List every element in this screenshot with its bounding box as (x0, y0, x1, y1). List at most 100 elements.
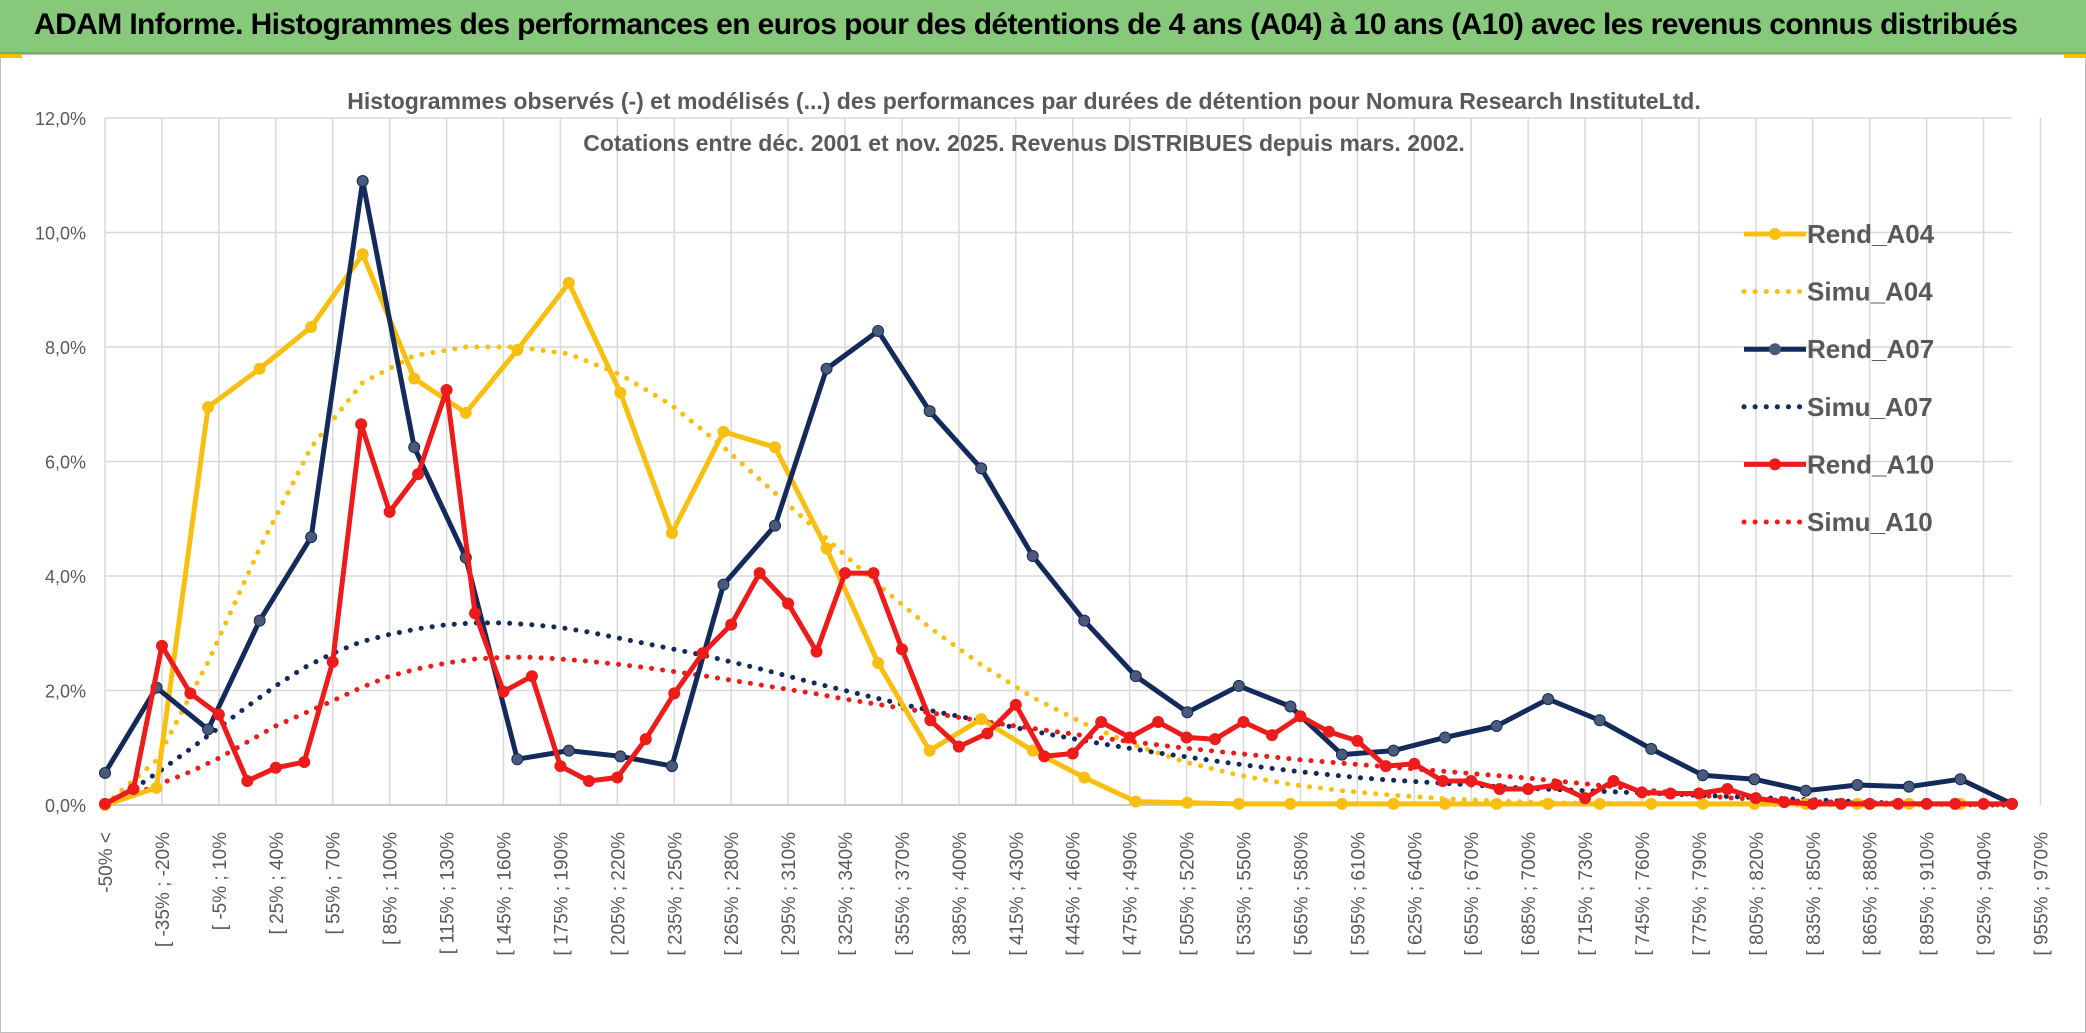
x-tick-label: [ 955% ; 970% (2031, 832, 2052, 956)
x-tick-label: [ -5% ; 10% (210, 832, 231, 930)
data-point (1387, 744, 1400, 757)
x-tick-label: [ 25% ; 40% (267, 832, 288, 935)
data-point (1522, 782, 1535, 795)
data-point (562, 744, 575, 757)
y-tick-label: 2,0% (45, 682, 86, 702)
data-point (1542, 797, 1555, 810)
data-point (150, 781, 163, 794)
data-point (1387, 797, 1400, 810)
legend-item-Rend_A04: Rend_A04 (1744, 219, 1935, 249)
data-point (184, 687, 197, 700)
data-point (1078, 614, 1091, 627)
data-point (952, 740, 965, 753)
data-point (355, 418, 368, 431)
x-tick-label: [ 145% ; 160% (494, 832, 515, 956)
x-tick-label: [ 595% ; 610% (1348, 832, 1369, 956)
chart-title: Histogrammes observés (-) et modélisés (… (347, 88, 1701, 114)
series-line (103, 387, 2012, 807)
data-point (1436, 774, 1449, 787)
data-point (582, 774, 595, 787)
x-tick-label: [ 385% ; 400% (950, 832, 971, 956)
x-tick-label: [ 805% ; 820% (1747, 832, 1768, 956)
data-point (1232, 679, 1245, 692)
data-point (511, 753, 524, 766)
x-tick-label: [ 265% ; 280% (722, 832, 743, 956)
data-point (253, 614, 266, 627)
x-tick-label: [ 925% ; 940% (1975, 832, 1996, 956)
data-point (1232, 797, 1245, 810)
x-tick-label: [ 85% ; 100% (381, 832, 402, 945)
series-Rend_A07 (99, 174, 2018, 810)
legend-marker (1769, 228, 1781, 240)
data-point (1465, 774, 1478, 787)
legend: Rend_A04 Simu_A04 Rend_A07 Simu_A07 Rend_A10… (1741, 219, 1935, 537)
legend-label: Simu_A07 (1807, 392, 1933, 422)
data-point (356, 174, 369, 187)
data-point (1977, 797, 1990, 810)
data-point (1335, 797, 1348, 810)
data-point (782, 597, 795, 610)
series-Rend_A04 (99, 248, 2018, 811)
data-point (1892, 797, 1905, 810)
series-Simu_A04 (102, 344, 2015, 808)
data-point (554, 760, 567, 773)
x-tick-label: [ 775% ; 790% (1690, 832, 1711, 956)
series-Rend_A10 (99, 383, 2018, 810)
report-title: ADAM Informe. Histogrammes des performan… (34, 8, 2018, 41)
data-point (1078, 771, 1091, 784)
x-tick-label: [ -35% ; -20% (153, 832, 174, 947)
data-point (665, 760, 678, 773)
data-point (1066, 747, 1079, 760)
data-point (1180, 731, 1193, 744)
data-point (1284, 700, 1297, 713)
data-point (769, 519, 782, 532)
data-point (1408, 757, 1421, 770)
data-point (1284, 797, 1297, 810)
data-point (872, 657, 885, 670)
legend-item-Simu_A10: Simu_A10 (1741, 507, 1933, 537)
data-point (1806, 797, 1819, 810)
data-point (99, 797, 111, 810)
x-tick-label: [ 175% ; 190% (551, 832, 572, 956)
data-point (1645, 742, 1658, 755)
data-point (1664, 787, 1677, 800)
data-point (1322, 725, 1335, 738)
legend-item-Rend_A07: Rend_A07 (1744, 334, 1934, 364)
data-point (725, 618, 738, 631)
data-point (769, 441, 782, 454)
data-point (867, 567, 880, 580)
x-tick-label: [ 835% ; 850% (1804, 832, 1825, 956)
data-point (810, 645, 823, 658)
x-tick-label: [ 505% ; 520% (1178, 832, 1199, 956)
data-point (1129, 670, 1142, 683)
data-point (753, 567, 766, 580)
data-point (717, 425, 730, 438)
data-point (1026, 744, 1039, 757)
data-point (668, 687, 681, 700)
data-point (1490, 797, 1503, 810)
data-point (511, 343, 524, 356)
data-point (1209, 733, 1222, 746)
data-point (1696, 797, 1709, 810)
legend-marker (1769, 458, 1781, 471)
legend-label: Rend_A04 (1807, 219, 1935, 249)
data-point (611, 771, 624, 784)
legend-label: Rend_A10 (1807, 449, 1934, 479)
x-tick-label: [ 685% ; 700% (1519, 832, 1540, 956)
y-tick-label: 0,0% (45, 796, 86, 816)
data-point (639, 733, 652, 746)
x-tick-label: [ 655% ; 670% (1462, 832, 1483, 956)
x-tick-label: [ 355% ; 370% (893, 832, 914, 956)
y-tick-label: 8,0% (45, 338, 86, 358)
x-tick-label: -50% < (96, 832, 117, 893)
data-point (298, 756, 311, 769)
data-point (696, 647, 709, 660)
data-point (1920, 797, 1933, 810)
data-point (1593, 714, 1606, 727)
data-point (1550, 778, 1563, 791)
chart-subtitle: Cotations entre déc. 2001 et nov. 2025. … (583, 130, 1465, 156)
x-tick-label: [ 115% ; 130% (438, 832, 459, 954)
data-point (872, 324, 885, 337)
x-tick-label: [ 205% ; 220% (608, 832, 629, 956)
